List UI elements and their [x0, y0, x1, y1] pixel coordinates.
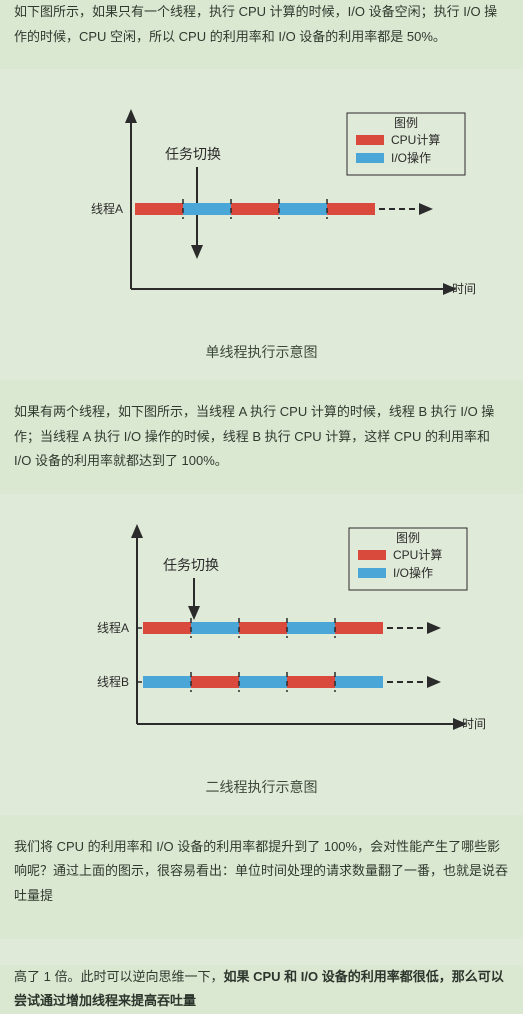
legend-title: 图例 — [393, 116, 417, 130]
figure-2-block: 图例 CPU计算 I/O操作 时间 任务切换 线程A 线程B — [0, 494, 523, 815]
legend-cpu-label: CPU计算 — [393, 547, 442, 562]
legend-title: 图例 — [395, 531, 419, 545]
legend-io-label: I/O操作 — [393, 565, 433, 580]
time-label: 时间 — [452, 282, 476, 296]
figure-1-caption: 单线程执行示意图 — [0, 329, 523, 370]
figure-2-caption: 二线程执行示意图 — [0, 764, 523, 805]
paragraph-3: 我们将 CPU 的利用率和 I/O 设备的利用率都提升到了 100%，会对性能产… — [0, 835, 523, 909]
thread-a-row — [135, 203, 375, 215]
thread-a-row — [143, 622, 383, 634]
legend-io-swatch — [356, 153, 384, 163]
paragraph-2: 如果有两个线程，如下图所示，当线程 A 执行 CPU 计算的时候，线程 B 执行… — [0, 400, 523, 474]
legend-io-swatch — [358, 568, 386, 578]
figure-1-block: 图例 CPU计算 I/O操作 时间 任务切换 线程A — [0, 69, 523, 380]
thread-b-label: 线程B — [97, 674, 129, 689]
figure-2-area: 图例 CPU计算 I/O操作 时间 任务切换 线程A 线程B — [47, 514, 477, 764]
task-switch-label: 任务切换 — [165, 146, 221, 162]
page-wrap: 如下图所示，如果只有一个线程，执行 CPU 计算的时候，I/O 设备空闲；执行 … — [0, 0, 523, 1014]
legend-cpu-label: CPU计算 — [391, 132, 440, 147]
legend-cpu-swatch — [358, 550, 386, 560]
thread-b-row — [143, 676, 383, 688]
figure-2-svg: 图例 CPU计算 I/O操作 时间 任务切换 线程A 线程B — [47, 514, 487, 764]
paragraph-1: 如下图所示，如果只有一个线程，执行 CPU 计算的时候，I/O 设备空闲；执行 … — [0, 0, 523, 49]
task-switch-label: 任务切换 — [163, 557, 219, 573]
thread-a-label: 线程A — [91, 201, 123, 216]
figure-1-area: 图例 CPU计算 I/O操作 时间 任务切换 线程A — [47, 89, 477, 329]
paragraph-4-prefix: 高了 1 倍。此时可以逆向思维一下， — [14, 969, 223, 984]
figure-1-svg: 图例 CPU计算 I/O操作 时间 任务切换 线程A — [47, 89, 477, 329]
paragraph-4: 高了 1 倍。此时可以逆向思维一下，如果 CPU 和 I/O 设备的利用率都很低… — [0, 965, 523, 1014]
section-divider — [0, 939, 523, 965]
legend-io-label: I/O操作 — [391, 150, 431, 165]
legend-cpu-swatch — [356, 135, 384, 145]
time-label: 时间 — [462, 717, 486, 731]
thread-a-label: 线程A — [97, 620, 129, 635]
